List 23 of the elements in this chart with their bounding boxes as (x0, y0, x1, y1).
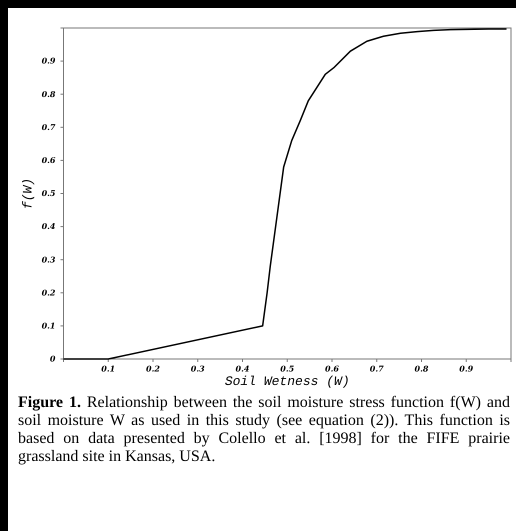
x-tick-label: 0.2 (146, 364, 160, 374)
x-tick-label: 0.8 (414, 364, 429, 374)
x-tick-label: 0.7 (370, 364, 384, 374)
x-axis-title: Soil Wetness (W) (224, 374, 350, 389)
y-axis-title: f(W) (20, 178, 36, 210)
y-tick-label: 0.8 (42, 88, 56, 99)
y-tick-label: 0.1 (42, 320, 56, 330)
y-tick-label: 0.5 (42, 188, 56, 198)
y-tick-label: 0.3 (42, 254, 56, 264)
x-tick-label: 0.4 (236, 364, 250, 374)
y-tick-label: 0.9 (42, 56, 56, 66)
y-tick-label: 0.2 (42, 287, 56, 298)
y-tick-label: 0.4 (42, 221, 56, 232)
caption: Figure 1. Relationship between the soil moisture stress function f(W) and soil moisture W as used in this study (see equation (2)). This function is based on data presented by Colello et al. [1998] for the FIFE prairie grassland site in Kansas, USA. (18, 394, 510, 465)
x-tick-label: 0.6 (325, 364, 340, 374)
x-tick-label: 0.9 (459, 364, 474, 374)
y-tick-label: 0.6 (42, 154, 56, 165)
x-tick-label: 0.1 (101, 364, 116, 374)
y-tick-label: 0.7 (42, 122, 56, 132)
line-series (62, 28, 508, 360)
x-tick-label: 0.3 (190, 364, 206, 374)
y-tick-label: 0 (50, 354, 56, 364)
x-tick-label: 0.5 (280, 364, 295, 374)
